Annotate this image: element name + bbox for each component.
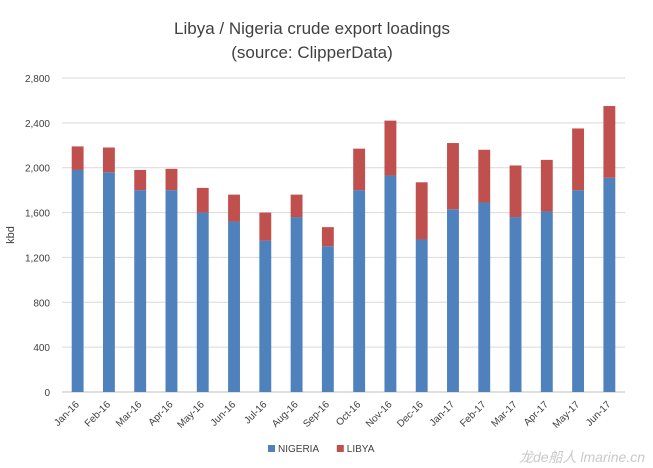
bar-libya [290, 194, 303, 218]
x-tick-label: Jan-17 [428, 399, 458, 429]
x-tick-label: Jun-16 [209, 399, 239, 429]
bar-libya [321, 227, 334, 247]
bar-nigeria [196, 212, 209, 392]
bar-nigeria [572, 190, 585, 392]
x-tick-labels: Jan-16 Feb-16 Mar-16 Apr-16 May-16 Jun-16 Jul-… [52, 399, 613, 431]
bar-libya [509, 165, 522, 218]
bar-libya [196, 187, 209, 213]
y-tick-label: 1,600 [25, 209, 50, 220]
x-tick-label: Mar-16 [114, 399, 144, 429]
bar-nigeria [102, 172, 115, 392]
bar-nigeria [134, 190, 147, 392]
x-tick-label: Nov-16 [364, 399, 395, 430]
x-tick-label: Jul-16 [242, 399, 269, 426]
bar-nigeria [540, 211, 553, 392]
x-tick-label: May-17 [551, 399, 583, 431]
bar-nigeria [478, 202, 491, 392]
chart-title: Libya / Nigeria crude export loadings [174, 19, 450, 38]
bar-nigeria [290, 217, 303, 392]
y-tick-label: 800 [33, 298, 50, 309]
legend: NIGERIA LIBYA [268, 444, 375, 455]
bar-nigeria [228, 221, 240, 392]
bar-nigeria [321, 246, 334, 392]
x-tick-label: Oct-16 [334, 399, 363, 428]
y-tick-label: 1,200 [25, 253, 50, 264]
bar-nigeria [447, 209, 459, 392]
bar-nigeria [384, 175, 397, 392]
chart-subtitle: (source: ClipperData) [231, 43, 393, 62]
bar-nigeria [259, 240, 272, 392]
bar-libya [71, 146, 84, 170]
x-tick-label: Feb-16 [83, 399, 113, 429]
bar-nigeria [165, 190, 178, 392]
x-tick-label: Sep-16 [301, 399, 332, 430]
y-tick-labels: 0 400 800 1,200 1,600 2,000 2,400 2,800 [25, 74, 50, 399]
bar-libya [603, 106, 616, 178]
y-tick-label: 0 [44, 388, 50, 399]
bar-nigeria [415, 239, 428, 392]
bar-nigeria [603, 177, 616, 392]
x-tick-label: Aug-16 [270, 399, 301, 430]
bar-libya [478, 149, 491, 203]
x-tick-label: May-16 [176, 399, 208, 431]
bar-nigeria [353, 190, 366, 392]
bar-libya [134, 169, 147, 191]
bar-libya [353, 148, 366, 191]
x-tick-label: Apr-16 [147, 399, 176, 428]
y-tick-label: 2,800 [25, 74, 50, 85]
bars [71, 106, 616, 392]
y-axis-label: kbd [5, 226, 17, 244]
legend-swatch [336, 445, 344, 452]
bar-libya [165, 168, 178, 191]
legend-label: LIBYA [347, 444, 375, 455]
bar-libya [447, 143, 459, 210]
y-tick-label: 400 [33, 343, 50, 354]
bar-libya [259, 212, 272, 241]
y-tick-label: 2,400 [25, 119, 50, 130]
x-tick-label: Jun-17 [584, 399, 614, 429]
x-tick-label: Dec-16 [395, 399, 426, 430]
bar-libya [102, 147, 115, 173]
grid-lines [62, 77, 625, 393]
bar-libya [228, 194, 240, 222]
x-tick-label: Feb-17 [458, 399, 488, 429]
x-tick-label: Jan-16 [52, 399, 82, 429]
legend-swatch [268, 445, 275, 452]
x-tick-label: Mar-17 [489, 399, 519, 429]
bar-libya [540, 159, 553, 212]
legend-label: NIGERIA [278, 444, 319, 455]
x-tick-label: Apr-17 [522, 399, 551, 428]
y-tick-label: 2,000 [25, 164, 50, 175]
bar-nigeria [71, 169, 84, 392]
watermark-text: 龙de船人 lmarine.cn [519, 449, 645, 465]
bar-libya [572, 128, 585, 191]
bar-nigeria [509, 217, 522, 392]
bar-libya [415, 182, 428, 240]
bar-libya [384, 120, 397, 176]
